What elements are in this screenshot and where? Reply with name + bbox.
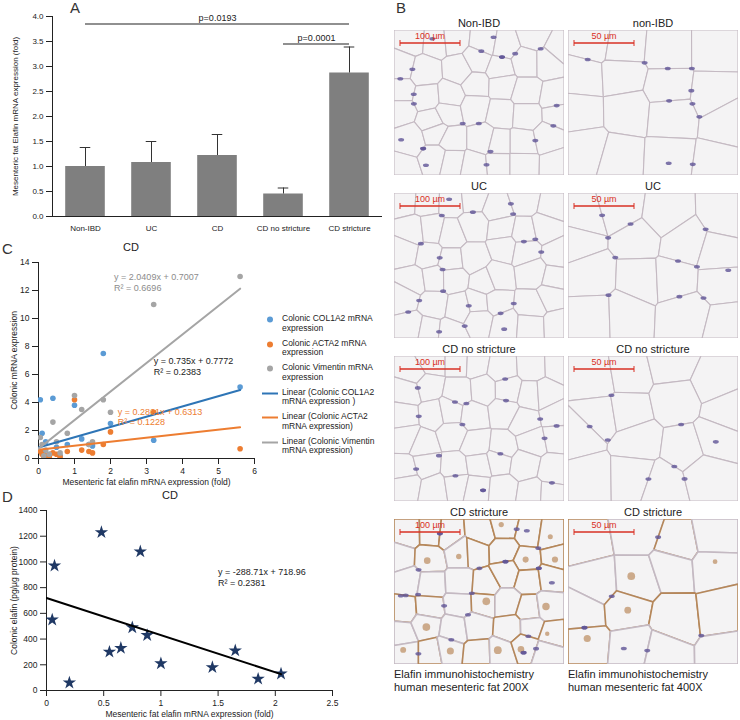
html-text:CD no stricture: CD no stricture	[442, 343, 516, 355]
svg-text:CD no stricture: CD no stricture	[257, 224, 311, 233]
html-text:C: C	[2, 240, 13, 257]
svg-text:3.0: 3.0	[32, 62, 44, 71]
svg-text:100 µm: 100 µm	[415, 31, 445, 41]
svg-text:Mesenteric fat elafin mRNA exp: Mesenteric fat elafin mRNA expression (f…	[105, 709, 273, 719]
svg-text:5: 5	[216, 466, 221, 476]
html-text:B: B	[396, 0, 406, 16]
svg-text:2.5: 2.5	[327, 698, 339, 708]
svg-text:y = 2.0409x + 0.7007R² = 0.669: y = 2.0409x + 0.7007R² = 0.6696	[114, 272, 199, 292]
svg-text:2: 2	[273, 698, 278, 708]
svg-text:1.5: 1.5	[32, 137, 44, 146]
svg-text:8: 8	[25, 341, 30, 351]
svg-text:2: 2	[25, 425, 30, 435]
html-text:Linear (Colonic COL1A2 mRNA ex: Linear (Colonic COL1A2 mRNA expression )	[282, 386, 375, 407]
html-text:Linear (Colonic ACTA2 mRNA exp: Linear (Colonic ACTA2 mRNA expression)	[282, 411, 368, 431]
svg-text:0.5: 0.5	[98, 698, 110, 708]
svg-text:50 µm: 50 µm	[591, 194, 616, 204]
svg-text:2: 2	[108, 466, 113, 476]
svg-text:50 µm: 50 µm	[591, 31, 616, 41]
svg-text:4: 4	[180, 466, 185, 476]
svg-text:p=0.0001: p=0.0001	[298, 33, 336, 43]
html-text:CD: CD	[123, 241, 139, 253]
svg-text:Non-IBD: Non-IBD	[70, 224, 101, 233]
svg-text:p=0.0193: p=0.0193	[199, 13, 237, 23]
html-text:Elafin immunohistochemistry hu: Elafin immunohistochemistry human mesent…	[568, 668, 708, 694]
svg-text:6: 6	[252, 466, 257, 476]
svg-text:CD stricture: CD stricture	[328, 224, 371, 233]
svg-text:14: 14	[20, 257, 30, 267]
svg-text:200: 200	[23, 660, 37, 670]
svg-text:600: 600	[23, 608, 37, 618]
svg-text:1000: 1000	[19, 557, 38, 567]
svg-text:100 µm: 100 µm	[415, 357, 445, 367]
svg-text:y = -288.71x + 718.96R² = 0.23: y = -288.71x + 718.96R² = 0.2381	[218, 567, 306, 587]
svg-text:50 µm: 50 µm	[591, 520, 616, 530]
svg-text:y = 0.2861x + 0.6313R² = 0.122: y = 0.2861x + 0.6313R² = 0.1228	[118, 407, 203, 427]
svg-text:100 µm: 100 µm	[415, 194, 445, 204]
svg-text:4.0: 4.0	[32, 12, 44, 21]
svg-text:1400: 1400	[19, 505, 38, 515]
svg-text:12: 12	[20, 285, 30, 295]
svg-text:CD: CD	[212, 224, 224, 233]
svg-text:3: 3	[144, 466, 149, 476]
html-text:UC: UC	[645, 180, 661, 192]
html-text:CD stricture: CD stricture	[624, 506, 682, 518]
svg-text:1.5: 1.5	[212, 698, 224, 708]
html-text:CD no stricture: CD no stricture	[616, 343, 690, 355]
svg-text:Colonic elafin (pg/µg protein): Colonic elafin (pg/µg protein)	[9, 546, 19, 655]
html-text:non-IBD: non-IBD	[632, 17, 674, 29]
svg-text:400: 400	[23, 634, 37, 644]
html-text:D: D	[2, 488, 13, 505]
html-text:UC: UC	[471, 180, 487, 192]
html-text:Linear (Colonic Vimentin mRNA: Linear (Colonic Vimentin mRNA expression…	[282, 435, 375, 456]
html-text:CD stricture: CD stricture	[450, 506, 508, 518]
svg-text:50 µm: 50 µm	[591, 357, 616, 367]
html-text:Non-IBD: Non-IBD	[457, 17, 501, 29]
svg-text:0.0: 0.0	[32, 212, 44, 221]
svg-text:UC: UC	[146, 224, 158, 233]
svg-text:100 µm: 100 µm	[415, 520, 445, 530]
svg-text:1200: 1200	[19, 531, 38, 541]
html-text:Colonic Vimentin mRNA expressi: Colonic Vimentin mRNA expression	[282, 362, 373, 382]
svg-text:6: 6	[25, 369, 30, 379]
html-text:Colonic COL1A2 mRNA expression: Colonic COL1A2 mRNA expression	[282, 313, 373, 333]
svg-text:y = 0.735x + 0.7772R² = 0.2383: y = 0.735x + 0.7772R² = 0.2383	[154, 356, 234, 376]
svg-text:0: 0	[25, 453, 30, 463]
svg-text:800: 800	[23, 582, 37, 592]
svg-text:Mesenteric fat elafin mRNA exp: Mesenteric fat elafin mRNA expression (f…	[62, 477, 230, 487]
svg-text:Colonic mRNA expression: Colonic mRNA expression	[9, 311, 19, 410]
svg-text:4: 4	[25, 397, 30, 407]
html-text:A: A	[70, 0, 80, 16]
svg-text:1.0: 1.0	[32, 162, 44, 171]
svg-text:0: 0	[36, 466, 41, 476]
svg-text:2.0: 2.0	[32, 112, 44, 121]
svg-text:1: 1	[72, 466, 77, 476]
html-text:Colonic ACTA2 mRNA expression: Colonic ACTA2 mRNA expression	[282, 337, 366, 358]
svg-text:1: 1	[159, 698, 164, 708]
svg-text:0: 0	[44, 698, 49, 708]
svg-text:0: 0	[33, 685, 38, 695]
svg-text:Mesenteric fat Elafin mRNA exp: Mesenteric fat Elafin mRNA expression (f…	[11, 37, 20, 197]
html-text:Elafin immunohistochemistry hu: Elafin immunohistochemistry human mesent…	[394, 668, 534, 694]
svg-text:2.5: 2.5	[32, 87, 44, 96]
svg-text:0.5: 0.5	[32, 187, 44, 196]
svg-text:10: 10	[20, 313, 30, 323]
html-text:CD: CD	[162, 489, 178, 501]
svg-text:3.5: 3.5	[32, 37, 44, 46]
